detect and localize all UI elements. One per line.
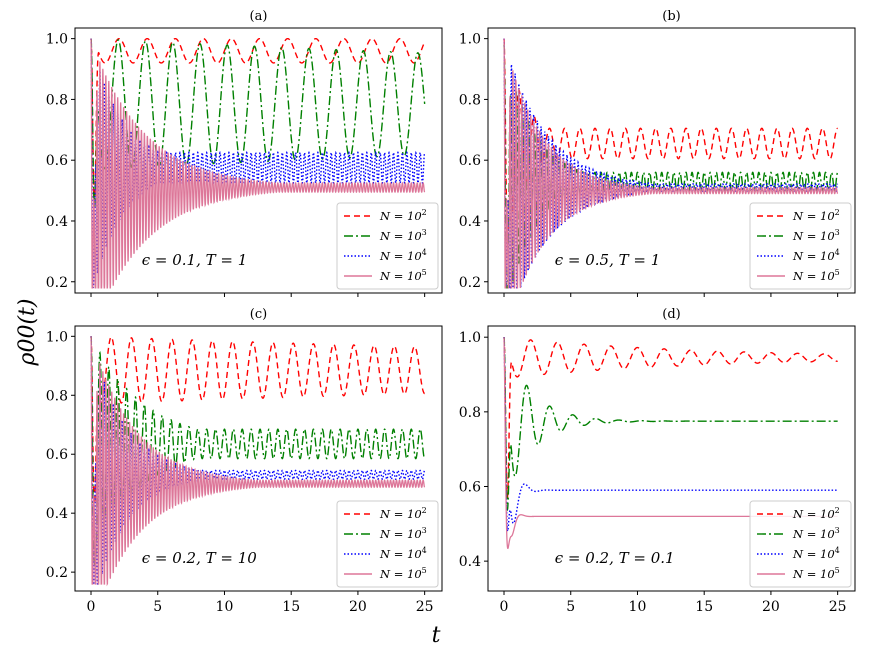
panel-d-x-tick-label: 15 [695,599,713,615]
y-axis-label: ρ00(t) [15,299,40,367]
panel-a-y-tick-label: 1.0 [46,32,68,48]
panel-c-y-tick-label: 1.0 [46,329,68,345]
panel-c-legend-label-n3: N = 103 [379,526,427,541]
panel-b-y-tick-label: 0.6 [459,153,481,169]
panel-a: (a)0.20.40.60.81.0ϵ = 0.1, T = 1N = 102N… [46,9,443,297]
panel-a-y-tick-label: 0.2 [46,275,68,291]
panel-d-annotation: ϵ = 0.2, T = 0.1 [555,549,675,567]
panel-b-series-line-n5 [503,38,839,289]
panel-c-x-tick-label: 10 [216,599,234,615]
panel-a-legend-label-n3: N = 103 [379,228,427,243]
panel-a-legend-label-n5: N = 105 [379,268,427,283]
panel-b-legend-label-n2: N = 102 [792,208,840,223]
panel-b-y-tick-label: 0.8 [459,92,481,108]
panel-a-series-line-n5 [90,38,426,289]
panel-c-x-tick-label: 0 [87,599,96,615]
panel-b: (b)0.20.40.60.81.0ϵ = 0.5, T = 1N = 102N… [459,9,856,297]
panel-a-legend-label-n4: N = 104 [379,248,427,263]
panel-c-y-tick-label: 0.2 [46,565,68,581]
panel-b-y-tick-label: 1.0 [459,32,481,48]
panel-d-y-tick-label: 1.0 [459,330,481,346]
panel-c-x-tick-label: 15 [282,599,300,615]
panel-d-x-tick-label: 20 [762,599,780,615]
panel-d-x-tick-label: 25 [829,599,847,615]
panel-a-legend-label-n2: N = 102 [379,208,427,223]
panel-c-x-tick-label: 20 [349,599,367,615]
panel-a-series-line-n2 [90,37,426,203]
panel-d-frame [487,325,856,592]
panel-d-x-tick-label: 10 [629,599,647,615]
panel-c-y-tick-label: 0.4 [46,506,68,522]
panel-c-series-line-n5 [90,336,426,587]
panel-a-y-tick-label: 0.4 [46,214,68,230]
panel-b-y-tick-label: 0.4 [459,214,481,230]
panel-b-legend: N = 102 N = 103 N = 104 N = 105 [749,202,852,290]
panel-c-x-tick-label: 25 [416,599,434,615]
panel-d-title: (d) [662,307,680,322]
panel-d-series-line-n4 [503,337,838,533]
panel-d-legend-label-n4: N = 104 [792,546,840,561]
panel-d-legend-label-n5: N = 105 [792,566,840,581]
panel-a-legend: N = 102 N = 103 N = 104 N = 105 [336,202,439,290]
panel-d-x-tick-label: 5 [566,599,575,615]
panel-c: (c) 0.2 0.4 0.6 0.8 1.0 0 5 10 15 20 25 ϵ = 0.2, T =… [46,307,443,615]
panel-d-series-line-n2 [503,337,838,499]
panel-c-legend-label-n4: N = 104 [379,546,427,561]
panel-b-legend-label-n4: N = 104 [792,248,840,263]
panel-d-y-tick-label: 0.4 [459,554,481,570]
panel-c-legend: N = 102 N = 103 N = 104 N = 105 [336,500,439,588]
panel-d-legend-label-n3: N = 103 [792,526,840,541]
x-axis-label: t [432,623,441,648]
panel-c-frame [74,325,443,592]
panel-d-legend: N = 102 N = 103 N = 104 N = 105 [749,500,852,588]
panel-a-title: (a) [250,9,268,24]
panel-a-annotation: ϵ = 0.1, T = 1 [142,251,248,269]
panel-b-legend-label-n3: N = 103 [792,228,840,243]
panel-b-title: (b) [662,9,680,24]
panel-c-series-line-n4 [90,336,426,585]
panel-c-legend-label-n5: N = 105 [379,566,427,581]
panel-a-y-tick-label: 0.8 [46,92,68,108]
panel-d-y-tick-label: 0.6 [459,479,481,495]
panel-b-y-tick-label: 0.2 [459,275,481,291]
panel-c-legend-label-n2: N = 102 [379,506,427,521]
panel-c-x-tick-label: 5 [153,599,162,615]
panel-c-title: (c) [250,307,267,322]
panel-d-y-tick-label: 0.8 [459,405,481,421]
panel-d: (d) 0.4 0.6 0.8 1.0 0 5 10 15 20 25 ϵ = 0.2, T = 0.… [459,307,856,615]
panel-d-x-tick-label: 0 [500,599,509,615]
panel-c-y-tick-label: 0.6 [46,447,68,463]
panel-a-y-tick-label: 0.6 [46,153,68,169]
panel-b-series-line-n4 [503,38,839,289]
panel-c-annotation: ϵ = 0.2, T = 10 [142,549,258,567]
panel-c-series-line-n2 [90,336,425,506]
panel-b-legend-label-n5: N = 105 [792,268,840,283]
panel-d-series-line-n3 [503,337,838,512]
panel-d-legend-label-n2: N = 102 [792,506,840,521]
panel-c-y-tick-label: 0.8 [46,388,68,404]
panel-a-series-line-n3 [90,38,426,210]
panel-b-annotation: ϵ = 0.5, T = 1 [555,251,661,269]
